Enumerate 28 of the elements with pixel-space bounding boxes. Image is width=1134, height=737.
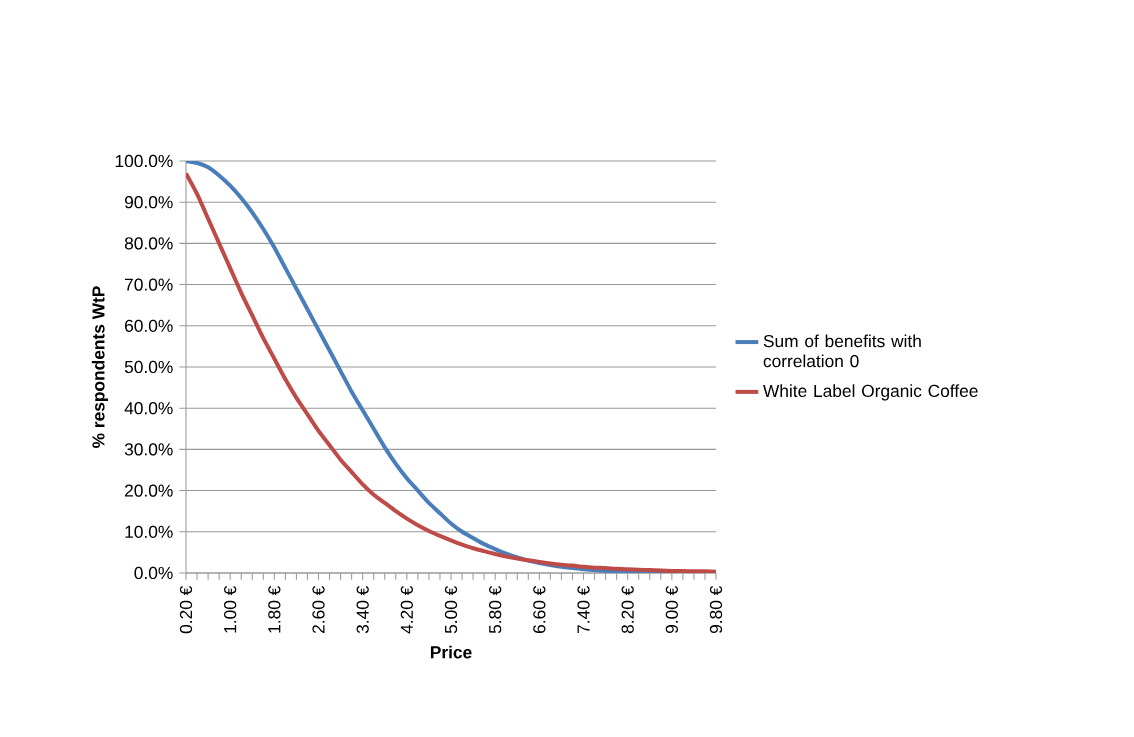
y-tick-label: 100.0% [115, 154, 173, 168]
x-tick-label: 3.40 € [356, 585, 369, 634]
x-tick-label: 2.60 € [312, 585, 325, 634]
y-tick-label: 0.0% [134, 566, 173, 580]
y-tick-label: 60.0% [125, 319, 173, 332]
legend-label: Sum of benefits with correlation 0 [763, 334, 921, 368]
x-tick-label: 0.20 € [179, 585, 193, 634]
y-tick-label: 80.0% [124, 237, 173, 250]
y-tick-label: 50.0% [124, 360, 173, 374]
x-tick-label: 7.40 € [577, 585, 590, 633]
x-tick-label: 6.60 € [533, 585, 546, 634]
y-tick-label: 40.0% [124, 402, 173, 415]
y-tick-label: 70.0% [125, 278, 173, 291]
y-tick-label: 10.0% [125, 525, 173, 538]
y-tick-label: 90.0% [124, 196, 173, 209]
x-tick-label: 4.20 € [400, 585, 413, 634]
legend-label: White Label Organic Coffee [763, 384, 978, 401]
x-tick-label: 8.20 € [621, 585, 634, 634]
x-tick-label: 9.00 € [665, 585, 678, 634]
x-tick-label: 1.80 € [268, 585, 281, 633]
x-tick-label: 1.00 € [224, 585, 237, 633]
y-axis-title: % respondents WtP [91, 286, 109, 448]
x-axis-title: Price [430, 645, 472, 659]
y-tick-label: 20.0% [125, 484, 173, 497]
y-tick-label: 30.0% [124, 443, 173, 456]
x-tick-label: 5.00 € [444, 585, 458, 634]
x-tick-label: 5.80 € [489, 585, 502, 634]
x-tick-label: 9.80 € [709, 585, 723, 634]
